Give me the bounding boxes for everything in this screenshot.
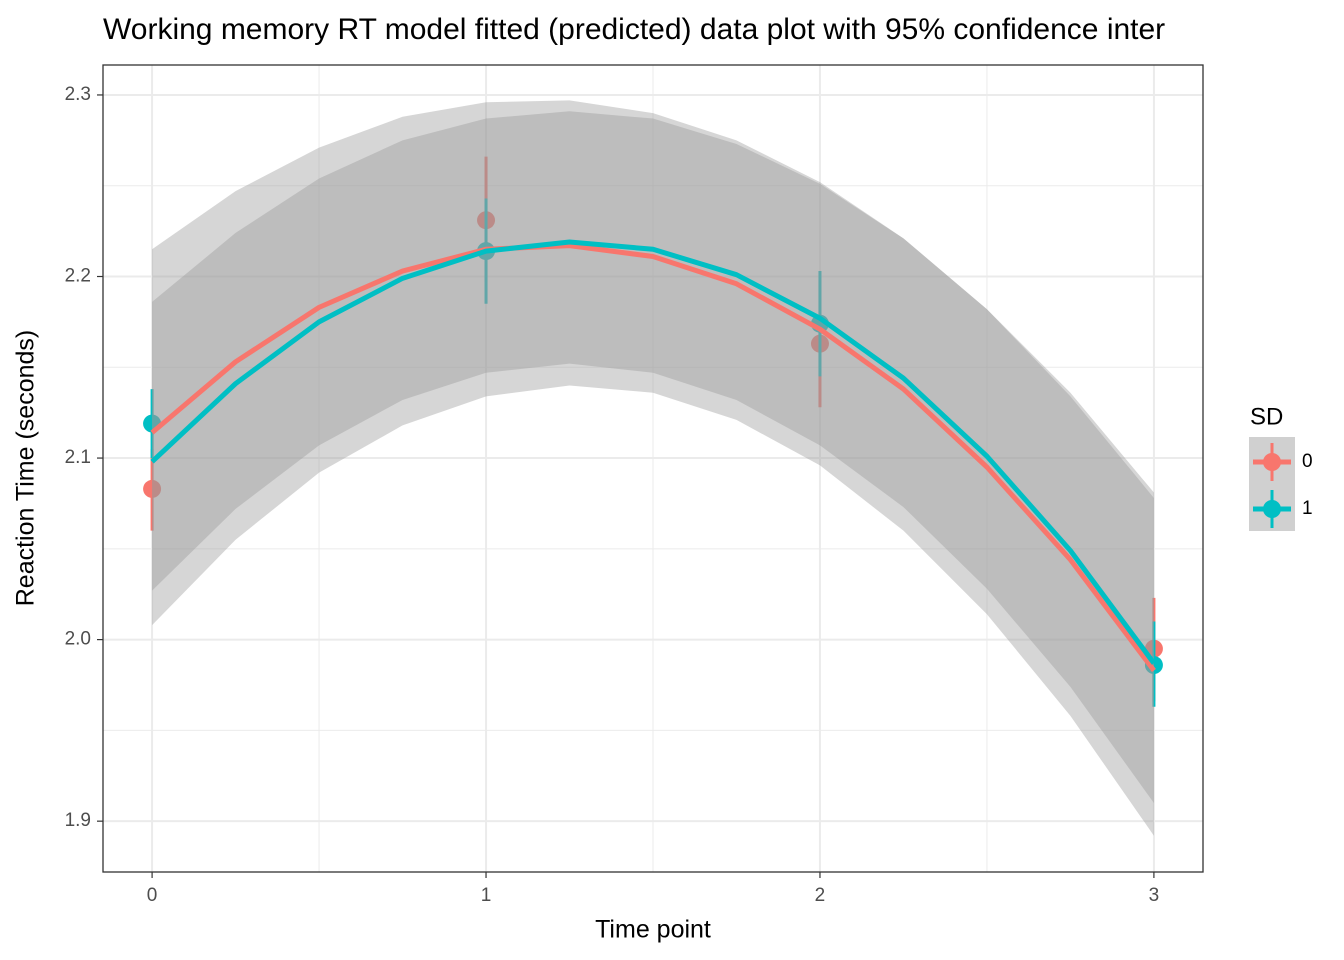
x-tick-label: 1	[481, 885, 492, 906]
y-tick-label: 2.3	[65, 84, 91, 105]
y-tick-label: 2.2	[65, 266, 91, 287]
y-tick-label: 2.1	[65, 447, 91, 468]
x-tick-label: 2	[815, 885, 826, 906]
y-axis-label: Reaction Time (seconds)	[12, 330, 40, 607]
x-axis-label: Time point	[595, 916, 711, 944]
confidence-ribbon	[152, 111, 1154, 804]
panel-border	[102, 64, 1204, 873]
legend-label: 1	[1302, 498, 1313, 519]
legend-title: SD	[1250, 403, 1283, 430]
plot-panel	[103, 65, 1203, 872]
legend-key-point	[1263, 500, 1281, 518]
legend-key-point	[1263, 453, 1281, 471]
x-tick-label: 0	[147, 885, 158, 906]
chart-title: Working memory RT model fitted (predicte…	[103, 13, 1165, 46]
x-tick-label: 3	[1149, 885, 1160, 906]
y-tick-label: 1.9	[65, 810, 91, 831]
confidence-ribbon	[152, 100, 1154, 836]
y-tick-label: 2.0	[65, 629, 91, 650]
fitted-line	[150, 243, 1156, 672]
data-point	[143, 479, 162, 498]
fitted-line	[150, 239, 1156, 665]
legend-label: 0	[1302, 451, 1313, 472]
